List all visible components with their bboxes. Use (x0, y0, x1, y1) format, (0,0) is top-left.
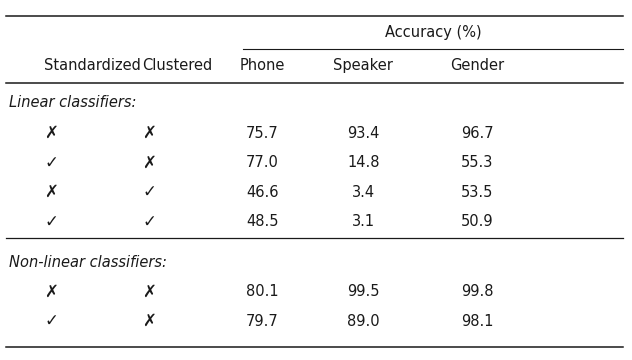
Text: ✗: ✗ (142, 312, 156, 330)
Text: 77.0: 77.0 (246, 155, 279, 170)
Text: 79.7: 79.7 (246, 314, 279, 329)
Text: Linear classifiers:: Linear classifiers: (9, 95, 137, 110)
Text: 3.4: 3.4 (352, 185, 375, 200)
Text: 98.1: 98.1 (461, 314, 494, 329)
Text: 50.9: 50.9 (461, 214, 494, 229)
Text: 14.8: 14.8 (347, 155, 380, 170)
Text: Clustered: Clustered (142, 58, 212, 73)
Text: ✗: ✗ (142, 283, 156, 301)
Text: ✗: ✗ (44, 283, 58, 301)
Text: ✓: ✓ (142, 183, 156, 201)
Text: ✗: ✗ (142, 124, 156, 142)
Text: 48.5: 48.5 (246, 214, 279, 229)
Text: 55.3: 55.3 (461, 155, 494, 170)
Text: ✗: ✗ (44, 183, 58, 201)
Text: 96.7: 96.7 (461, 126, 494, 141)
Text: 89.0: 89.0 (347, 314, 380, 329)
Text: 93.4: 93.4 (347, 126, 380, 141)
Text: 99.8: 99.8 (461, 284, 494, 299)
Text: 53.5: 53.5 (461, 185, 494, 200)
Text: Speaker: Speaker (334, 58, 393, 73)
Text: 99.5: 99.5 (347, 284, 380, 299)
Text: Non-linear classifiers:: Non-linear classifiers: (9, 255, 167, 270)
Text: ✓: ✓ (44, 213, 58, 231)
Text: Accuracy (%): Accuracy (%) (385, 25, 481, 40)
Text: ✓: ✓ (44, 154, 58, 172)
Text: 46.6: 46.6 (246, 185, 279, 200)
Text: 75.7: 75.7 (246, 126, 279, 141)
Text: ✓: ✓ (44, 312, 58, 330)
Text: Gender: Gender (450, 58, 504, 73)
Text: Standardized: Standardized (44, 58, 141, 73)
Text: Phone: Phone (240, 58, 285, 73)
Text: ✗: ✗ (44, 124, 58, 142)
Text: ✗: ✗ (142, 154, 156, 172)
Text: 3.1: 3.1 (352, 214, 375, 229)
Text: 80.1: 80.1 (246, 284, 279, 299)
Text: ✓: ✓ (142, 213, 156, 231)
